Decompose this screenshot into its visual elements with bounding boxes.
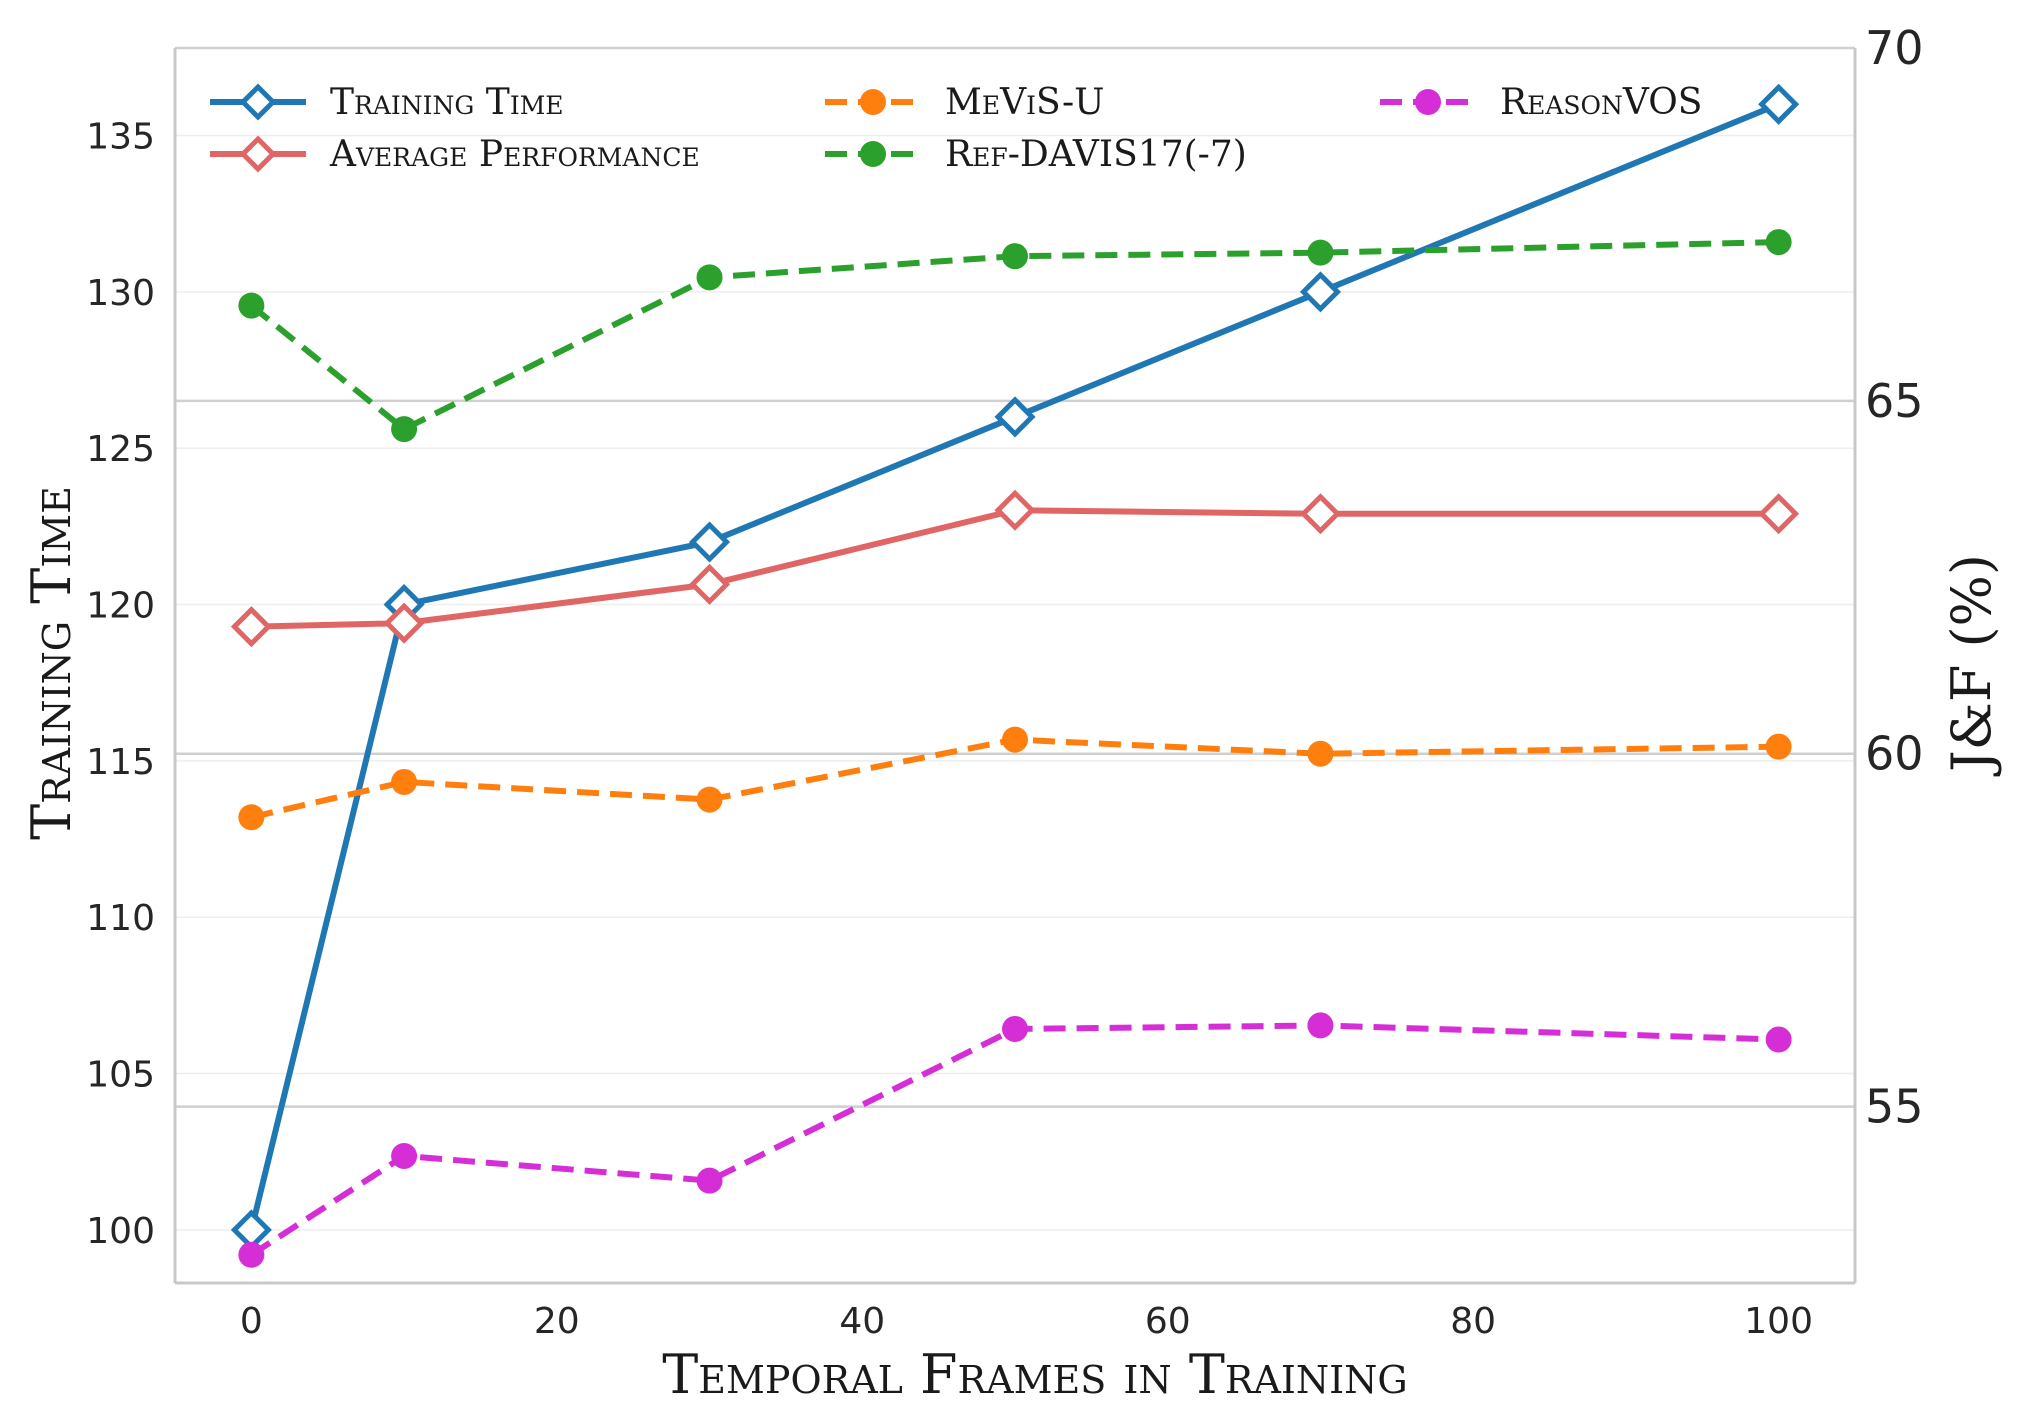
data-point bbox=[994, 489, 1036, 531]
y-axis-right-title: J&F (%) bbox=[1940, 554, 2003, 777]
data-point bbox=[1758, 493, 1800, 535]
series-layer bbox=[230, 83, 1800, 1268]
legend-label: Ref-DAVIS17(-7) bbox=[945, 134, 1247, 175]
y-right-tick-label: 65 bbox=[1865, 374, 1924, 428]
data-point bbox=[391, 416, 418, 443]
data-point bbox=[383, 602, 425, 644]
y-left-tick-label: 125 bbox=[86, 429, 155, 470]
data-point bbox=[1765, 733, 1792, 760]
data-point bbox=[238, 292, 265, 319]
data-point bbox=[1299, 493, 1341, 535]
y-left-tick-label: 115 bbox=[86, 742, 155, 783]
y-right-tick-label: 55 bbox=[1865, 1080, 1924, 1134]
data-point bbox=[994, 396, 1036, 438]
data-point bbox=[1307, 740, 1334, 767]
x-tick-label: 0 bbox=[240, 1301, 263, 1342]
y-left-tick-label: 100 bbox=[86, 1211, 155, 1252]
data-point bbox=[1002, 726, 1028, 753]
legend-marker bbox=[1415, 89, 1441, 115]
legend-label: Average Performance bbox=[329, 134, 700, 175]
x-tick-label: 60 bbox=[1145, 1301, 1191, 1342]
legend-label: ReasonVOS bbox=[1500, 82, 1702, 123]
series-line-1 bbox=[251, 507, 1779, 630]
data-point bbox=[696, 1167, 723, 1194]
y-right-tick-label: 60 bbox=[1865, 727, 1924, 781]
x-tick-label: 100 bbox=[1744, 1301, 1813, 1342]
y-left-tick-label: 105 bbox=[86, 1055, 155, 1096]
y-left-tick-label: 130 bbox=[86, 273, 155, 314]
x-tick-label: 80 bbox=[1450, 1301, 1496, 1342]
legend-label: Training Time bbox=[330, 82, 564, 123]
legend: Training Time Average Performance MeViS-U R… bbox=[210, 82, 1702, 175]
y-axis-left-title: Training Time bbox=[20, 486, 83, 840]
data-point bbox=[1307, 1012, 1334, 1039]
data-point bbox=[230, 606, 272, 648]
legend-marker bbox=[860, 89, 886, 115]
data-point bbox=[1758, 83, 1800, 125]
y-left-tick-label: 110 bbox=[86, 898, 155, 939]
data-point bbox=[1002, 1015, 1028, 1042]
series-line-4 bbox=[249, 1022, 1779, 1258]
data-point bbox=[696, 264, 723, 291]
data-point bbox=[1765, 229, 1792, 256]
y-left-tick-label: 120 bbox=[86, 586, 155, 627]
data-point bbox=[689, 521, 731, 563]
data-point bbox=[230, 1209, 272, 1251]
legend-label: MeViS-U bbox=[945, 82, 1104, 123]
series-line-2 bbox=[250, 736, 1779, 821]
grid-layer bbox=[175, 46, 1855, 1231]
data-point bbox=[696, 786, 723, 813]
legend-marker bbox=[239, 135, 277, 173]
x-axis-title: Temporal Frames in Training bbox=[662, 1343, 1408, 1406]
data-point bbox=[689, 563, 731, 605]
data-point bbox=[1002, 243, 1028, 270]
data-point bbox=[238, 1241, 265, 1268]
series-line-0 bbox=[248, 101, 1780, 1231]
data-point bbox=[1307, 239, 1334, 266]
data-point bbox=[391, 1142, 418, 1169]
legend-marker bbox=[239, 83, 277, 121]
y-right-tick-label: 70 bbox=[1865, 21, 1924, 75]
plot-frame bbox=[173, 48, 1857, 1285]
legend-marker bbox=[860, 141, 886, 167]
x-tick-label: 20 bbox=[534, 1301, 580, 1342]
data-point bbox=[1299, 271, 1341, 313]
y-left-tick-label: 135 bbox=[86, 117, 155, 158]
series-line-3 bbox=[249, 239, 1779, 433]
x-tick-label: 40 bbox=[839, 1301, 885, 1342]
data-point bbox=[238, 804, 265, 831]
data-point bbox=[391, 768, 418, 795]
tick-layer: 0 20 40 60 80 100 100 105 110 115 120 125 130 135 55 60… bbox=[86, 21, 1923, 1342]
data-point bbox=[1765, 1026, 1792, 1053]
